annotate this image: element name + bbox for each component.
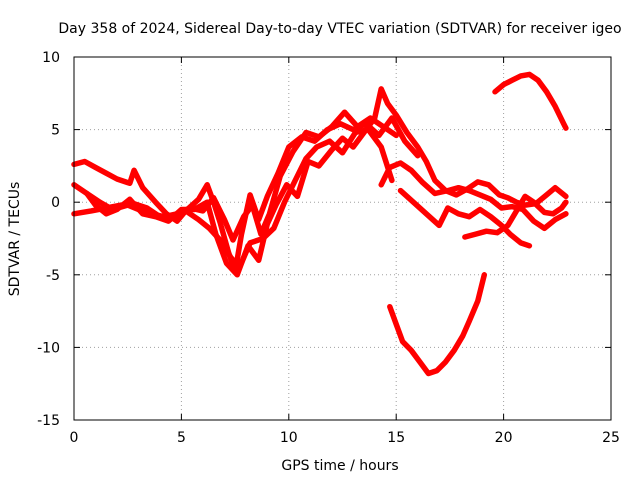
y-axis-label: SDTVAR / TECUs — [7, 182, 23, 297]
y-tick-label: -5 — [46, 268, 60, 284]
series-sat-f — [397, 187, 533, 249]
x-tick-label: 0 — [70, 430, 79, 446]
x-tick-label: 5 — [177, 430, 186, 446]
series-sat-d — [84, 86, 569, 278]
tick-marks — [73, 56, 612, 421]
x-tick-labels: 0 5 10 15 20 25 — [70, 430, 620, 446]
y-tick-label: 10 — [42, 50, 60, 66]
y-tick-label: -15 — [37, 413, 60, 429]
y-tick-label: 5 — [51, 123, 60, 139]
series-sat-e — [378, 160, 569, 232]
x-tick-label: 25 — [602, 430, 620, 446]
series-sat-i — [492, 71, 569, 131]
plot-frame — [73, 56, 612, 421]
series-sat-g — [462, 193, 569, 240]
x-axis-label: GPS time / hours — [281, 458, 398, 474]
x-tick-label: 10 — [280, 430, 298, 446]
series-sat-b — [71, 109, 399, 243]
series-sat-c — [71, 126, 395, 271]
data-traces — [71, 71, 569, 377]
series-sat-h — [387, 272, 488, 377]
y-tick-label: 0 — [51, 195, 60, 211]
y-tick-label: -10 — [37, 340, 60, 356]
x-tick-label: 15 — [387, 430, 405, 446]
chart-title: Day 358 of 2024, Sidereal Day-to-day VTE… — [58, 21, 621, 37]
x-tick-label: 20 — [495, 430, 513, 446]
y-tick-labels: 10 5 0 -5 -10 -15 — [37, 50, 60, 429]
